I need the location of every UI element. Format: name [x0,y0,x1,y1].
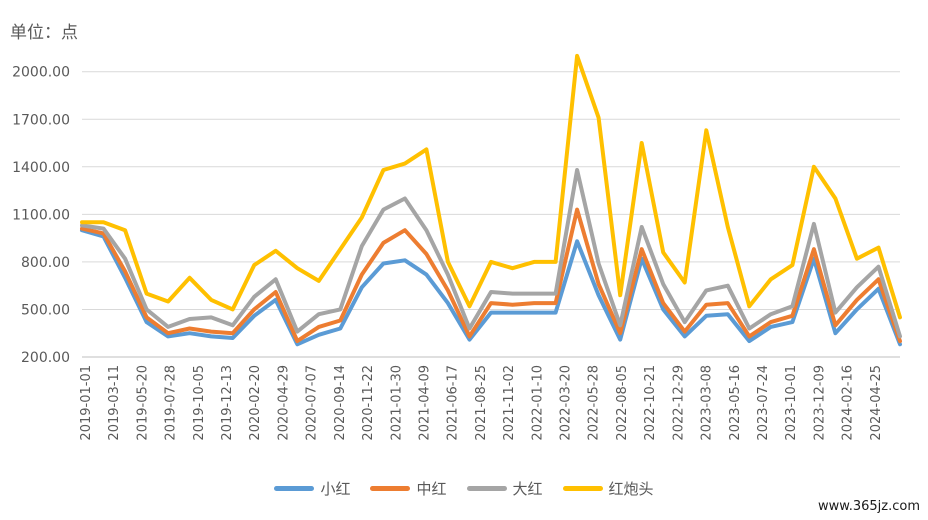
series-lines [80,53,902,347]
legend-item-xiaohong: 小红 [274,478,350,499]
legend: 小红 中红 大红 红炮头 [0,478,928,499]
legend-label: 中红 [416,480,447,498]
x-tick-label: 2019-03-11 [107,365,122,441]
y-axis-ticks: 200.00 500.00 800.00 1100.00 1400.00 1700.00 2… [12,65,70,366]
x-tick-label: 2021-01-30 [389,365,404,441]
legend-item-hongpaotou: 红炮头 [562,478,654,499]
y-tick-label: 1700.00 [12,112,70,128]
legend-label: 小红 [320,480,351,498]
x-tick-label: 2023-10-01 [784,365,799,441]
x-tick-label: 2021-11-02 [502,365,517,441]
x-tick-label: 2020-11-22 [361,365,376,441]
unit-label: 单位：点 [10,23,78,43]
x-tick-label: 2022-03-20 [559,365,574,441]
x-axis: 2019-01-01 2019-03-11 2019-05-20 2019-07-28… [79,365,884,441]
legend-swatch [562,486,603,491]
x-tick-label: 2023-05-16 [728,365,743,441]
x-tick-label: 2022-05-28 [587,365,602,441]
x-tick-label: 2023-07-24 [756,365,771,441]
x-tick-label: 2019-01-01 [79,365,94,441]
x-tick-label: 2024-02-16 [841,365,856,441]
legend-swatch [370,486,411,491]
x-tick-label: 2020-02-20 [248,365,263,441]
watermark: www.365jz.com [818,499,920,514]
x-tick-label: 2023-03-08 [700,365,715,441]
legend-swatch [466,486,507,491]
y-tick-label: 1100.00 [12,207,70,223]
legend-swatch [274,486,315,491]
x-tick-label: 2020-07-07 [305,365,320,441]
x-tick-label: 2019-10-05 [192,365,207,441]
x-tick-label: 2021-08-25 [474,365,489,441]
y-tick-label: 200.00 [21,350,70,366]
legend-item-dahong: 大红 [466,478,543,499]
x-tick-label: 2023-12-09 [812,365,827,441]
x-tick-label: 2022-08-05 [615,365,630,441]
y-tick-label: 800.00 [21,255,70,271]
x-tick-label: 2021-04-09 [417,365,432,441]
x-tick-label: 2019-12-13 [220,365,235,441]
x-tick-label: 2019-05-20 [135,365,150,441]
x-tick-label: 2021-06-17 [446,365,461,441]
legend-label: 大红 [512,480,543,498]
series-line-大红 [80,168,902,339]
x-tick-label: 2020-09-14 [333,365,348,441]
series-line-中红 [80,207,902,344]
series-line-小红 [80,228,902,347]
x-tick-label: 2019-07-28 [164,365,179,441]
y-tick-label: 500.00 [21,302,70,318]
legend-label: 红炮头 [608,480,654,498]
x-tick-label: 2022-10-21 [643,365,658,441]
x-tick-label: 2022-12-29 [671,365,686,441]
y-tick-label: 1400.00 [12,160,70,176]
x-tick-label: 2024-04-25 [869,365,884,441]
x-tick-label: 2020-04-29 [276,365,291,441]
y-tick-label: 2000.00 [12,65,70,81]
series-line-红炮头 [80,53,902,320]
x-tick-label: 2022-01-10 [530,365,545,441]
legend-item-zhonghong: 中红 [370,478,447,499]
